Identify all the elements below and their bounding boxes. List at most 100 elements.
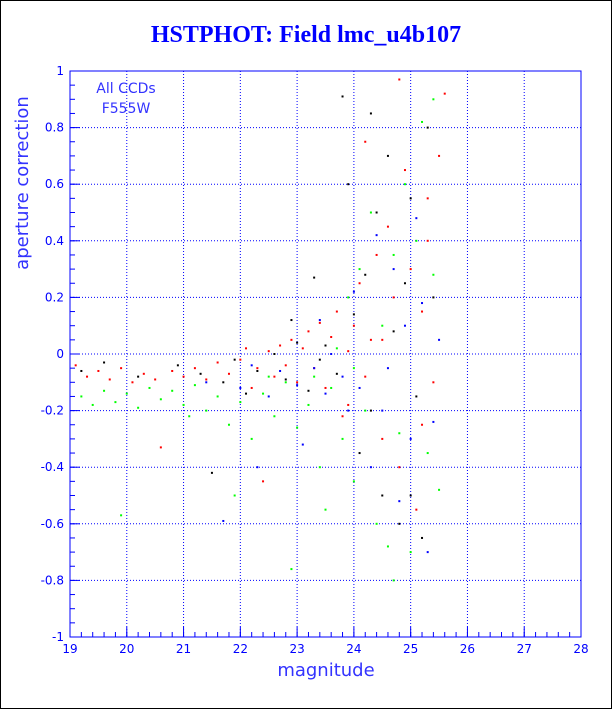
data-point	[369, 338, 372, 341]
y-tick-label: -0.8	[41, 573, 64, 587]
data-points	[74, 78, 446, 582]
y-tick-label: 0.6	[45, 177, 64, 191]
data-point	[80, 369, 83, 372]
data-point	[262, 392, 265, 395]
y-tick-label: 0.2	[45, 290, 64, 304]
data-point	[108, 378, 111, 381]
data-point	[120, 514, 123, 517]
data-point	[403, 324, 406, 327]
data-point	[364, 409, 367, 412]
data-point	[239, 358, 242, 361]
data-point	[421, 120, 424, 123]
data-point	[307, 330, 310, 333]
data-point	[290, 338, 293, 341]
data-point	[358, 386, 361, 389]
data-point	[335, 347, 338, 350]
data-point	[193, 384, 196, 387]
data-point	[335, 372, 338, 375]
data-point	[386, 154, 389, 157]
data-point	[381, 324, 384, 327]
data-point	[86, 375, 89, 378]
data-point	[347, 183, 350, 186]
x-axis-label: magnitude	[277, 660, 374, 681]
y-tick-label: 0.8	[45, 121, 64, 135]
data-point	[426, 126, 429, 129]
data-point	[369, 112, 372, 115]
data-point	[403, 282, 406, 285]
data-point	[267, 350, 270, 353]
data-point	[279, 344, 282, 347]
data-point	[426, 239, 429, 242]
data-point	[324, 386, 327, 389]
data-point	[341, 95, 344, 98]
data-point	[415, 395, 418, 398]
data-point	[239, 386, 242, 389]
data-point	[182, 403, 185, 406]
data-point	[159, 446, 162, 449]
data-point	[256, 466, 259, 469]
chart-title: HSTPHOT: Field lmc_u4b107	[150, 22, 462, 48]
data-point	[432, 98, 435, 101]
data-point	[284, 378, 287, 381]
data-point	[193, 367, 196, 370]
data-point	[392, 253, 395, 256]
annotation-ccds: All CCDs	[96, 81, 155, 97]
data-point	[438, 338, 441, 341]
data-point	[352, 313, 355, 316]
data-point	[364, 140, 367, 143]
data-point	[443, 92, 446, 95]
data-point	[267, 395, 270, 398]
data-point	[375, 522, 378, 525]
data-point	[398, 522, 401, 525]
data-point	[352, 290, 355, 293]
data-point	[227, 372, 230, 375]
data-point	[205, 409, 208, 412]
data-point	[421, 536, 424, 539]
data-point	[239, 401, 242, 404]
x-tick-label: 20	[119, 642, 134, 656]
data-point	[392, 579, 395, 582]
grid-lines	[69, 70, 582, 638]
data-point	[313, 375, 316, 378]
data-point	[392, 296, 395, 299]
y-tick-label: 1	[56, 64, 64, 78]
data-point	[324, 392, 327, 395]
data-point	[284, 381, 287, 384]
data-point	[409, 437, 412, 440]
data-point	[296, 426, 299, 429]
data-point	[398, 500, 401, 503]
data-point	[318, 358, 321, 361]
x-tick-label: 19	[62, 642, 77, 656]
data-point	[386, 225, 389, 228]
data-point	[222, 519, 225, 522]
data-point	[415, 508, 418, 511]
data-point	[330, 353, 333, 355]
data-point	[392, 330, 395, 333]
data-point	[324, 344, 327, 347]
data-point	[290, 319, 293, 322]
data-point	[307, 389, 310, 392]
data-point	[426, 551, 429, 554]
data-point	[142, 372, 145, 375]
x-tick-label: 27	[517, 642, 532, 656]
data-point	[262, 480, 265, 483]
data-point	[358, 268, 361, 271]
data-point	[290, 568, 293, 571]
data-point	[273, 375, 276, 378]
data-point	[148, 386, 151, 389]
data-point	[227, 423, 230, 426]
data-point	[381, 494, 384, 497]
y-tick-label: -0.6	[41, 517, 64, 531]
data-point	[307, 403, 310, 406]
data-point	[245, 392, 248, 395]
data-point	[341, 437, 344, 440]
data-point	[74, 364, 77, 367]
y-tick-label: -0.4	[41, 460, 64, 474]
data-point	[421, 302, 424, 305]
data-point	[296, 384, 299, 387]
data-point	[182, 375, 185, 378]
data-point	[369, 409, 372, 412]
data-point	[403, 183, 406, 186]
data-point	[341, 375, 344, 378]
